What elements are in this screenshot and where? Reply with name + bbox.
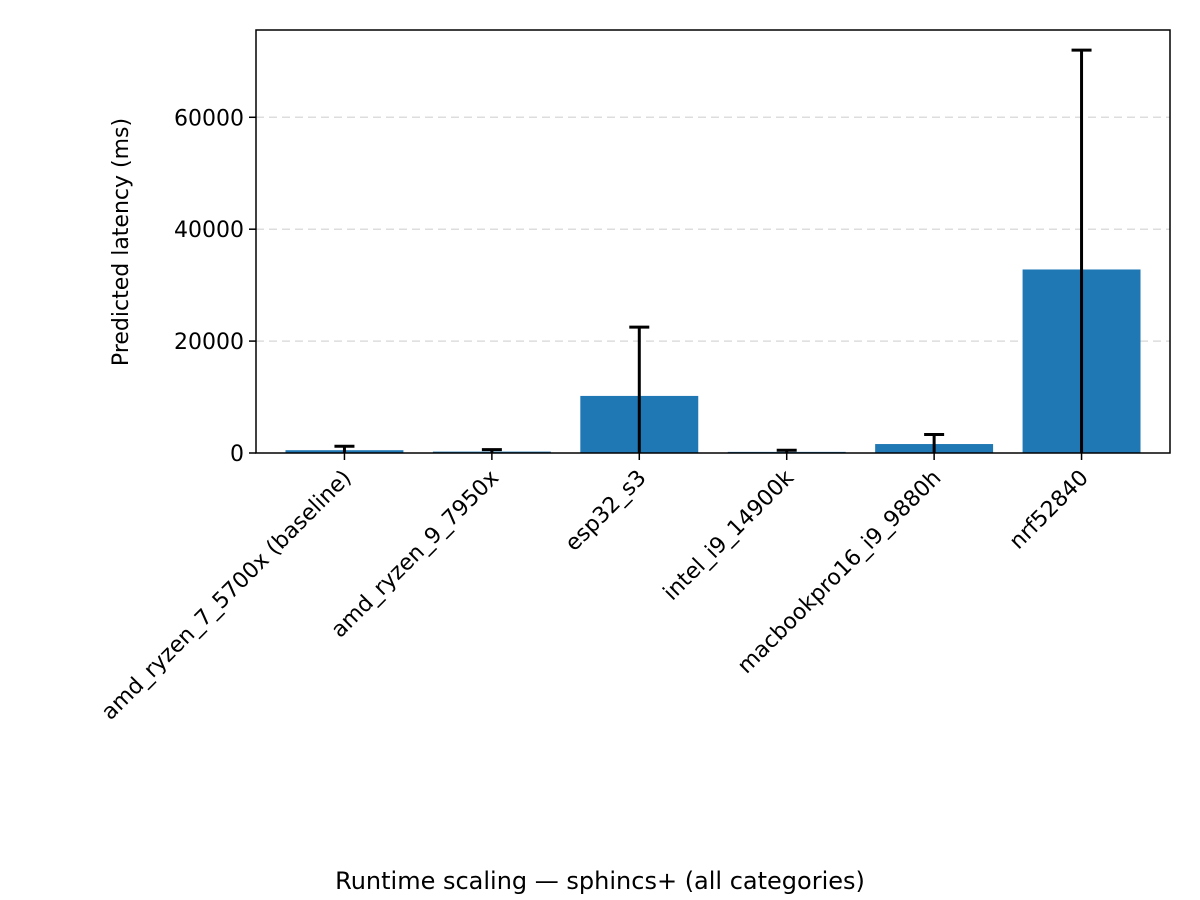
- grid-lines: [256, 116, 1170, 342]
- y-tick-label: 60000: [174, 106, 244, 131]
- x-axis-ticks: amd_ryzen_7_5700x (baseline)amd_ryzen_9_…: [97, 453, 1094, 725]
- y-tick-label: 40000: [174, 218, 244, 243]
- y-axis-ticks: 0 20000 40000 60000: [174, 106, 256, 467]
- y-axis-label: Predicted latency (ms): [109, 118, 134, 366]
- x-tick-label: esp32_s3: [561, 466, 652, 557]
- y-tick-label: 0: [230, 442, 244, 467]
- bars: [285, 269, 1141, 453]
- error-bars: [334, 48, 1092, 453]
- x-tick-label: amd_ryzen_7_5700x (baseline): [97, 466, 357, 726]
- x-tick-label: intel_i9_14900k: [659, 465, 799, 605]
- y-tick-label: 20000: [174, 330, 244, 355]
- chart-caption: Runtime scaling — sphincs+ (all categori…: [335, 867, 865, 895]
- x-tick-label: amd_ryzen_9_7950x: [327, 466, 504, 643]
- x-tick-label: nrf52840: [1005, 466, 1094, 555]
- plot-frame: [255, 29, 1171, 454]
